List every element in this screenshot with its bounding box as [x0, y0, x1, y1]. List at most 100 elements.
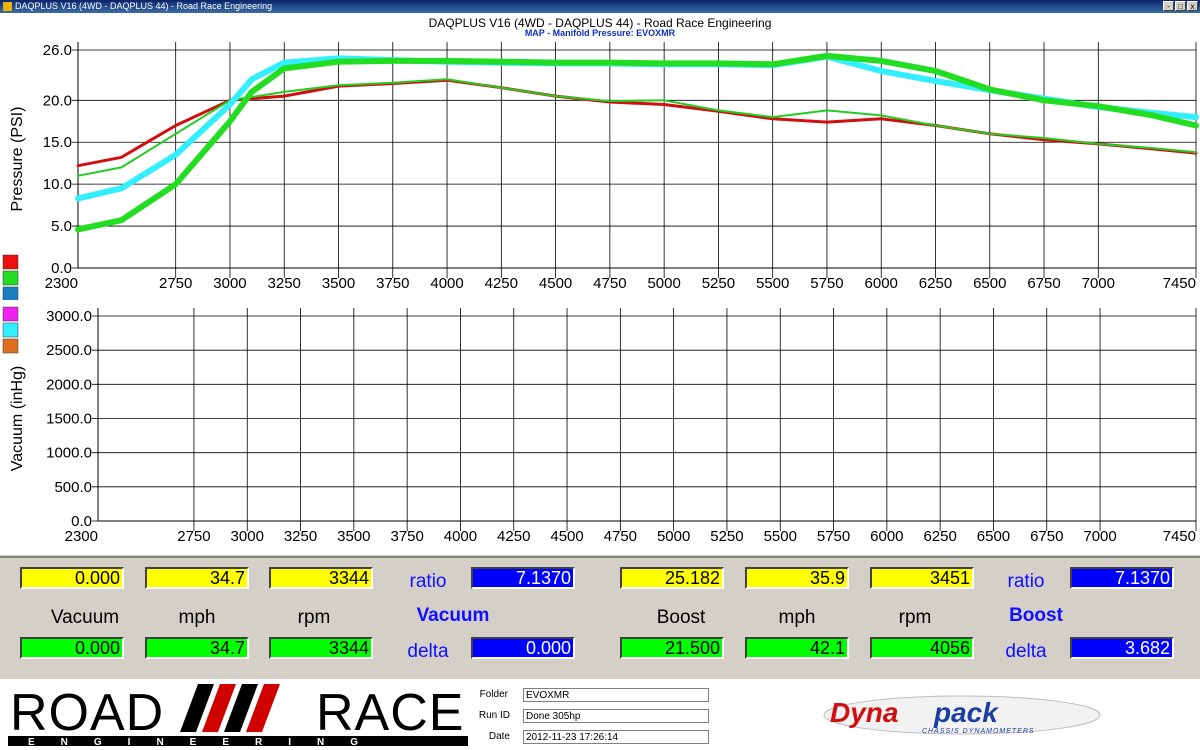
- svg-text:ROAD: ROAD: [10, 684, 164, 742]
- y-axis-label: Pressure (PSI): [9, 107, 26, 212]
- boost-mph-top: 35.9: [745, 567, 849, 589]
- y-tick-label: 1500.0: [46, 411, 92, 428]
- legend-swatch: [2, 306, 19, 322]
- series-line-3: [75, 53, 1199, 202]
- vacuum-rpm-bottom: 3344: [269, 637, 373, 659]
- vacuum-mph-label: mph: [178, 607, 216, 628]
- x-tick-label: 4250: [497, 528, 530, 545]
- x-tick-label: 5000: [657, 528, 690, 545]
- y-tick-label: 10.0: [43, 176, 72, 193]
- vacuum-chart: 2300 2750 3000 3250 3500 3750 4000 4250 4500 4750…: [2, 306, 1197, 545]
- vacuum-mph-bottom: 34.7: [145, 637, 249, 659]
- x-tick-label: 6500: [973, 275, 1006, 292]
- vacuum-delta-value: 0.000: [471, 637, 575, 659]
- chart-subtitle: MAP - Manifold Pressure: EVOXMR: [524, 28, 676, 38]
- vacuum-mph-top: 34.7: [145, 567, 249, 589]
- x-tick-label: 2300: [65, 528, 98, 545]
- x-tick-label: 5000: [647, 275, 680, 292]
- window-titlebar[interactable]: DAQPLUS V16 (4WD - DAQPLUS 44) - Road Ra…: [0, 0, 1200, 13]
- y-tick-label: 15.0: [43, 134, 72, 151]
- x-tick-label: 3500: [322, 275, 355, 292]
- date-field: 2012-11-23 17:26:14: [523, 730, 709, 744]
- x-tick-label: 4750: [593, 275, 626, 292]
- window-title: DAQPLUS V16 (4WD - DAQPLUS 44) - Road Ra…: [15, 1, 273, 11]
- x-tick-label: 5500: [764, 528, 797, 545]
- x-tick-label: 2750: [177, 528, 210, 545]
- y-tick-label: 2000.0: [46, 376, 92, 393]
- dynapack-logo: Dyna pack CHASSIS DYNAMOMETERS: [823, 695, 1101, 735]
- y-tick-label: 0.0: [71, 513, 92, 530]
- pressure-chart: 2300 2750 3000 3250 3500 3750 4000 4250 4500 4750…: [2, 42, 1199, 300]
- y-tick-label: 3000.0: [46, 308, 92, 325]
- maximize-button[interactable]: □: [1175, 1, 1186, 11]
- runid-field: Done 305hp: [523, 709, 709, 723]
- chart-title: DAQPLUS V16 (4WD - DAQPLUS 44) - Road Ra…: [428, 16, 772, 30]
- x-tick-label: 5750: [817, 528, 850, 545]
- series-line-2: [77, 78, 1197, 177]
- vacuum-delta-label: delta: [407, 641, 449, 662]
- x-tick-label: 4250: [485, 275, 518, 292]
- boost-mph-label: mph: [778, 607, 816, 628]
- boost-value-bottom: 21.500: [620, 637, 724, 659]
- x-tick-label: 4000: [444, 528, 477, 545]
- x-tick-label: 4750: [604, 528, 637, 545]
- svg-text:RACE: RACE: [316, 684, 464, 742]
- legend-swatch: [2, 270, 19, 286]
- legend-swatch: [2, 286, 19, 300]
- vacuum-value-top: 0.000: [20, 567, 124, 589]
- series-line-1: [76, 78, 1198, 168]
- runid-label: Run ID: [478, 710, 510, 721]
- chart-area: [0, 13, 1200, 555]
- x-tick-label: 7450: [1163, 528, 1196, 545]
- boost-delta-label: delta: [1005, 641, 1047, 662]
- x-tick-label: 7000: [1083, 528, 1116, 545]
- x-tick-label: 4000: [430, 275, 463, 292]
- x-tick-label: 3000: [231, 528, 264, 545]
- x-tick-label: 2300: [45, 275, 78, 292]
- boost-ratio-label: ratio: [1007, 571, 1045, 592]
- boost-ratio-value: 7.1370: [1070, 567, 1174, 589]
- x-tick-label: 6250: [919, 275, 952, 292]
- y-tick-label: 2500.0: [46, 342, 92, 359]
- x-tick-label: 7000: [1082, 275, 1115, 292]
- x-tick-label: 3250: [284, 528, 317, 545]
- svg-text:Dyna: Dyna: [830, 697, 898, 728]
- x-tick-label: 5500: [756, 275, 789, 292]
- y-tick-label: 5.0: [51, 218, 72, 235]
- vacuum-rpm-label: rpm: [297, 607, 331, 628]
- boost-rpm-label: rpm: [898, 607, 932, 628]
- x-tick-label: 7450: [1163, 275, 1196, 292]
- x-tick-label: 6000: [870, 528, 903, 545]
- legend-swatch: [2, 322, 19, 338]
- x-tick-label: 3750: [376, 275, 409, 292]
- x-tick-label: 5750: [810, 275, 843, 292]
- y-tick-label: 500.0: [54, 479, 92, 496]
- boost-title: Boost: [1009, 605, 1063, 626]
- folder-label: Folder: [479, 689, 508, 700]
- svg-text:ENGINEERING: ENGINEERING: [28, 737, 384, 746]
- boost-col-label: Boost: [656, 607, 706, 628]
- y-tick-label: 20.0: [43, 92, 72, 109]
- x-tick-label: 6500: [977, 528, 1010, 545]
- x-tick-label: 5250: [702, 275, 735, 292]
- boost-delta-value: 3.682: [1070, 637, 1174, 659]
- vacuum-title: Vacuum: [416, 605, 490, 626]
- window-controls: - □ x: [1163, 1, 1198, 11]
- y-tick-label: 0.0: [51, 260, 72, 277]
- y-axis-label: Vacuum (inHg): [9, 366, 26, 472]
- boost-mph-bottom: 42.1: [745, 637, 849, 659]
- minimize-button[interactable]: -: [1163, 1, 1174, 11]
- x-tick-label: 6750: [1027, 275, 1060, 292]
- x-tick-label: 6750: [1030, 528, 1063, 545]
- x-tick-label: 6000: [865, 275, 898, 292]
- x-tick-label: 4500: [550, 528, 583, 545]
- x-tick-label: 3750: [390, 528, 423, 545]
- x-tick-label: 2750: [159, 275, 192, 292]
- vacuum-rpm-top: 3344: [269, 567, 373, 589]
- x-tick-label: 4500: [539, 275, 572, 292]
- app-icon: [3, 2, 12, 11]
- vacuum-value-bottom: 0.000: [20, 637, 124, 659]
- y-tick-label: 26.0: [43, 42, 72, 59]
- x-tick-label: 6250: [923, 528, 956, 545]
- close-button[interactable]: x: [1187, 1, 1198, 11]
